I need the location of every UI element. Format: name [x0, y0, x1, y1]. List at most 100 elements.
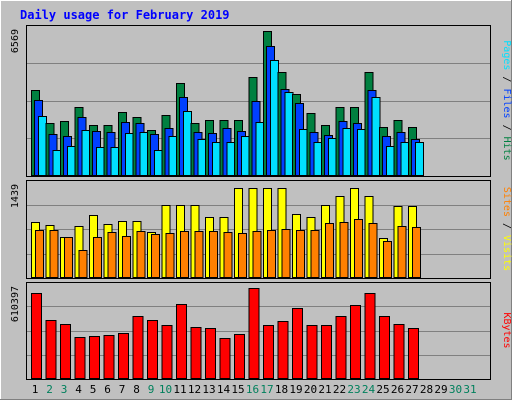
bar-sites-day-15	[238, 233, 247, 278]
bar-kbytes-day-21	[321, 325, 332, 379]
day-label-17: 17	[260, 383, 273, 396]
bar-sites-day-19	[296, 230, 305, 278]
ymax-label: 6569	[10, 29, 21, 53]
bar-pages-day-3	[67, 146, 76, 176]
bar-pages-day-27	[415, 142, 424, 176]
day-label-15: 15	[231, 383, 244, 396]
bar-kbytes-day-4	[74, 337, 86, 379]
day-label-13: 13	[202, 383, 215, 396]
bar-sites-day-12	[194, 231, 204, 278]
day-label-10: 10	[159, 383, 172, 396]
chart-title: Daily usage for February 2019	[20, 8, 230, 22]
bar-pages-day-23	[357, 129, 366, 176]
day-labels: 1 2 3 4 5 6 7 8 9 10 11 12 13 14 15 16 17 18 19 20 21 22 23 24 2…	[32, 383, 477, 396]
bar-sites-day-18	[281, 229, 291, 278]
bar-sites-day-10	[165, 233, 175, 278]
bar-sites-day-3	[64, 237, 73, 278]
series-legend: Pages / Files / Hits	[501, 40, 512, 160]
bar-sites-day-17	[267, 230, 276, 278]
bar-kbytes-day-26	[393, 324, 405, 379]
bar-sites-day-8	[136, 231, 146, 278]
bar-pages-day-14	[226, 142, 236, 176]
bar-pages-day-17	[270, 60, 279, 176]
bar-kbytes-day-5	[89, 336, 100, 379]
legend-part: Pages	[501, 40, 512, 70]
bar-pages-day-2	[52, 150, 62, 176]
day-label-23: 23	[347, 383, 360, 396]
bar-pages-day-4	[81, 130, 91, 176]
ymax-label: 1439	[10, 184, 21, 208]
day-label-31: 31	[463, 383, 476, 396]
bar-sites-day-14	[223, 232, 233, 278]
bar-kbytes-day-9	[147, 320, 158, 379]
bar-sites-day-26	[397, 226, 407, 278]
bar-kbytes-day-13	[205, 328, 216, 379]
bar-sites-day-9	[151, 234, 160, 278]
day-label-3: 3	[61, 383, 68, 396]
day-label-7: 7	[119, 383, 126, 396]
bar-sites-day-27	[412, 227, 421, 278]
chart-panels: 6569 Pages / Files / Hits 1439 Sites / Visi…	[10, 25, 512, 380]
bar-pages-day-5	[96, 147, 105, 176]
bar-sites-day-11	[180, 231, 189, 278]
bar-sites-day-1	[35, 230, 44, 278]
bar-pages-day-25	[386, 146, 395, 176]
day-label-18: 18	[275, 383, 288, 396]
bar-sites-day-5	[93, 237, 102, 278]
bar-sites-day-22	[339, 222, 349, 278]
bar-sites-day-6	[107, 232, 117, 278]
bar-kbytes-day-19	[292, 308, 303, 379]
bar-pages-day-16	[255, 122, 265, 176]
day-label-9: 9	[148, 383, 155, 396]
bar-kbytes-day-15	[234, 334, 245, 379]
day-label-14: 14	[217, 383, 231, 396]
bar-kbytes-day-10	[161, 325, 173, 379]
day-label-22: 22	[333, 383, 346, 396]
bar-kbytes-day-22	[335, 316, 347, 379]
bar-pages-day-7	[125, 133, 134, 176]
legend-part: Hits	[501, 137, 512, 161]
ymax-label: 610397	[10, 286, 21, 322]
day-label-26: 26	[391, 383, 404, 396]
legend-part: KBytes	[501, 312, 512, 348]
bar-kbytes-day-7	[118, 333, 129, 379]
bar-pages-day-10	[168, 136, 178, 176]
day-label-24: 24	[362, 383, 376, 396]
bar-pages-day-1	[38, 116, 47, 176]
legend-part: Files	[501, 88, 512, 118]
day-label-16: 16	[246, 383, 259, 396]
day-label-5: 5	[90, 383, 97, 396]
legend-part: /	[501, 119, 512, 137]
day-label-29: 29	[434, 383, 447, 396]
legend-part: Sites	[501, 187, 512, 217]
bar-kbytes-day-24	[364, 293, 376, 379]
day-label-12: 12	[188, 383, 201, 396]
legend-part: Visits	[501, 235, 512, 271]
panel-kbytes: 610397 KBytes	[10, 282, 512, 380]
bar-kbytes-day-23	[350, 305, 361, 379]
bar-sites-day-24	[368, 223, 378, 278]
bar-kbytes-day-1	[31, 293, 42, 379]
bar-sites-day-21	[325, 223, 334, 278]
bar-pages-day-20	[313, 142, 323, 176]
bar-pages-day-21	[328, 138, 337, 176]
bar-pages-day-26	[400, 142, 410, 176]
day-label-21: 21	[318, 383, 331, 396]
bar-kbytes-day-27	[408, 328, 419, 379]
bar-sites-day-2	[49, 230, 59, 278]
bar-kbytes-day-2	[45, 320, 57, 379]
series-legend: KBytes	[501, 312, 512, 348]
day-label-6: 6	[104, 383, 111, 396]
bar-pages-day-19	[299, 129, 308, 176]
bar-sites-day-13	[209, 231, 218, 278]
bar-kbytes-day-14	[219, 338, 231, 379]
legend-part: /	[501, 217, 512, 235]
bar-kbytes-day-8	[132, 316, 144, 379]
bar-sites-day-25	[383, 241, 392, 278]
bar-sites-day-16	[252, 231, 262, 278]
day-label-19: 19	[289, 383, 302, 396]
day-label-28: 28	[420, 383, 433, 396]
bar-pages-day-13	[212, 142, 221, 176]
bar-kbytes-day-17	[263, 325, 274, 379]
